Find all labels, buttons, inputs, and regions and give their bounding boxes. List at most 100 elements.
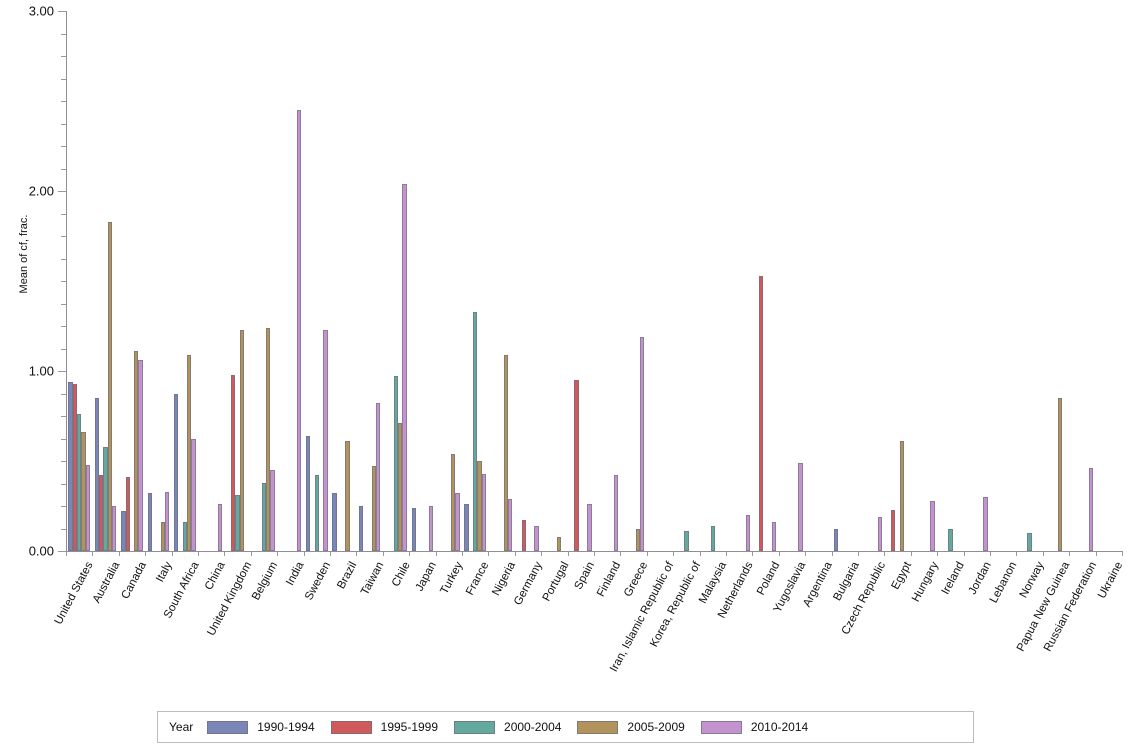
legend-entry[interactable]: 2000-2004 <box>454 720 561 734</box>
x-tick-mark <box>356 552 357 556</box>
x-category-label: Italy <box>154 560 175 585</box>
x-tick-mark <box>304 552 305 556</box>
y-tick-mark <box>58 371 66 372</box>
bar <box>182 522 187 551</box>
bar <box>393 376 399 551</box>
bar <box>710 525 715 551</box>
bar <box>930 500 935 551</box>
x-tick-mark <box>541 552 542 556</box>
bar <box>508 498 513 551</box>
bar <box>164 491 170 551</box>
x-tick-mark <box>805 552 806 556</box>
x-category-label: Chile <box>389 560 413 589</box>
x-tick-mark <box>119 552 120 556</box>
legend-swatch <box>700 720 742 734</box>
x-category-label: Norway <box>1017 560 1047 601</box>
x-tick-mark <box>884 552 885 556</box>
y-tick-minor <box>61 326 66 327</box>
x-category-label: Finland <box>595 560 624 599</box>
y-tick-label: 0.00 <box>28 543 54 559</box>
x-category-label: Egypt <box>889 560 915 592</box>
legend-entry[interactable]: 1995-1999 <box>330 720 439 734</box>
bar <box>684 531 689 551</box>
y-tick-minor <box>61 484 66 485</box>
x-tick-mark <box>409 552 410 556</box>
bar <box>473 311 478 551</box>
y-tick-minor <box>61 124 66 125</box>
x-tick-mark <box>515 552 516 556</box>
legend-swatch <box>207 720 249 734</box>
bar <box>428 506 434 551</box>
y-tick-minor <box>61 236 66 237</box>
bar <box>358 506 364 551</box>
bar <box>1058 398 1063 551</box>
x-tick-mark <box>145 552 146 556</box>
bar <box>99 475 104 551</box>
y-tick-minor <box>61 394 66 395</box>
bar <box>107 221 113 551</box>
legend-label: 2010-2014 <box>750 720 809 734</box>
legend-label: 1995-1999 <box>380 720 439 734</box>
y-tick-minor <box>61 101 66 102</box>
x-category-label: Australia <box>90 560 123 606</box>
x-tick-mark <box>726 552 727 556</box>
y-tick-minor <box>61 79 66 80</box>
bar <box>77 414 82 551</box>
bar <box>270 470 275 551</box>
x-category-label: Ireland <box>939 560 967 597</box>
bar <box>455 493 460 551</box>
bars-layer <box>66 11 1122 551</box>
y-tick-label: 3.00 <box>28 3 54 19</box>
x-tick-mark <box>92 552 93 556</box>
bar <box>587 504 592 551</box>
x-category-label: Taiwan <box>358 560 387 598</box>
x-tick-mark <box>594 552 595 556</box>
x-category-label: Hungary <box>909 560 941 605</box>
x-tick-mark <box>647 552 648 556</box>
bar <box>1088 468 1094 551</box>
y-tick-label: 2.00 <box>28 183 54 199</box>
bar <box>323 329 328 551</box>
x-tick-mark <box>383 552 384 556</box>
y-tick-minor <box>61 259 66 260</box>
bar <box>759 275 764 551</box>
x-tick-mark <box>277 552 278 556</box>
bar <box>72 383 78 551</box>
bar <box>891 509 896 551</box>
bar <box>332 493 337 551</box>
x-category-label: Portugal <box>540 560 571 604</box>
y-tick-label: 1.00 <box>28 363 54 379</box>
bar <box>94 398 100 551</box>
x-category-label: Greece <box>621 560 651 599</box>
bar <box>85 464 90 551</box>
legend-entry[interactable]: 1990-1994 <box>207 720 315 734</box>
legend-entry[interactable]: 2005-2009 <box>577 720 685 734</box>
x-category-label: United States <box>52 560 96 627</box>
bar <box>376 403 381 551</box>
y-tick-minor <box>61 169 66 170</box>
bar <box>834 529 839 551</box>
x-tick-mark <box>251 552 252 556</box>
bar <box>635 529 641 551</box>
x-category-label: Poland <box>754 560 783 598</box>
x-category-label: Korea, Republic of <box>647 560 703 650</box>
plot-area <box>66 11 1123 552</box>
x-category-label: Turkey <box>438 560 466 597</box>
x-tick-mark <box>620 552 621 556</box>
x-category-label: Spain <box>572 560 598 592</box>
bar <box>745 515 750 551</box>
legend-swatch <box>454 720 496 734</box>
y-tick-minor <box>61 281 66 282</box>
x-tick-mark <box>779 552 780 556</box>
bar <box>217 504 222 551</box>
bar <box>138 360 143 551</box>
y-tick-minor <box>61 439 66 440</box>
y-tick-minor <box>61 56 66 57</box>
x-tick-mark <box>990 552 991 556</box>
bar <box>948 529 953 551</box>
legend-entry[interactable]: 2010-2014 <box>700 720 809 734</box>
bar <box>371 466 377 551</box>
x-category-label: Jordan <box>966 560 994 597</box>
x-tick-mark <box>198 552 199 556</box>
bar <box>191 439 196 551</box>
